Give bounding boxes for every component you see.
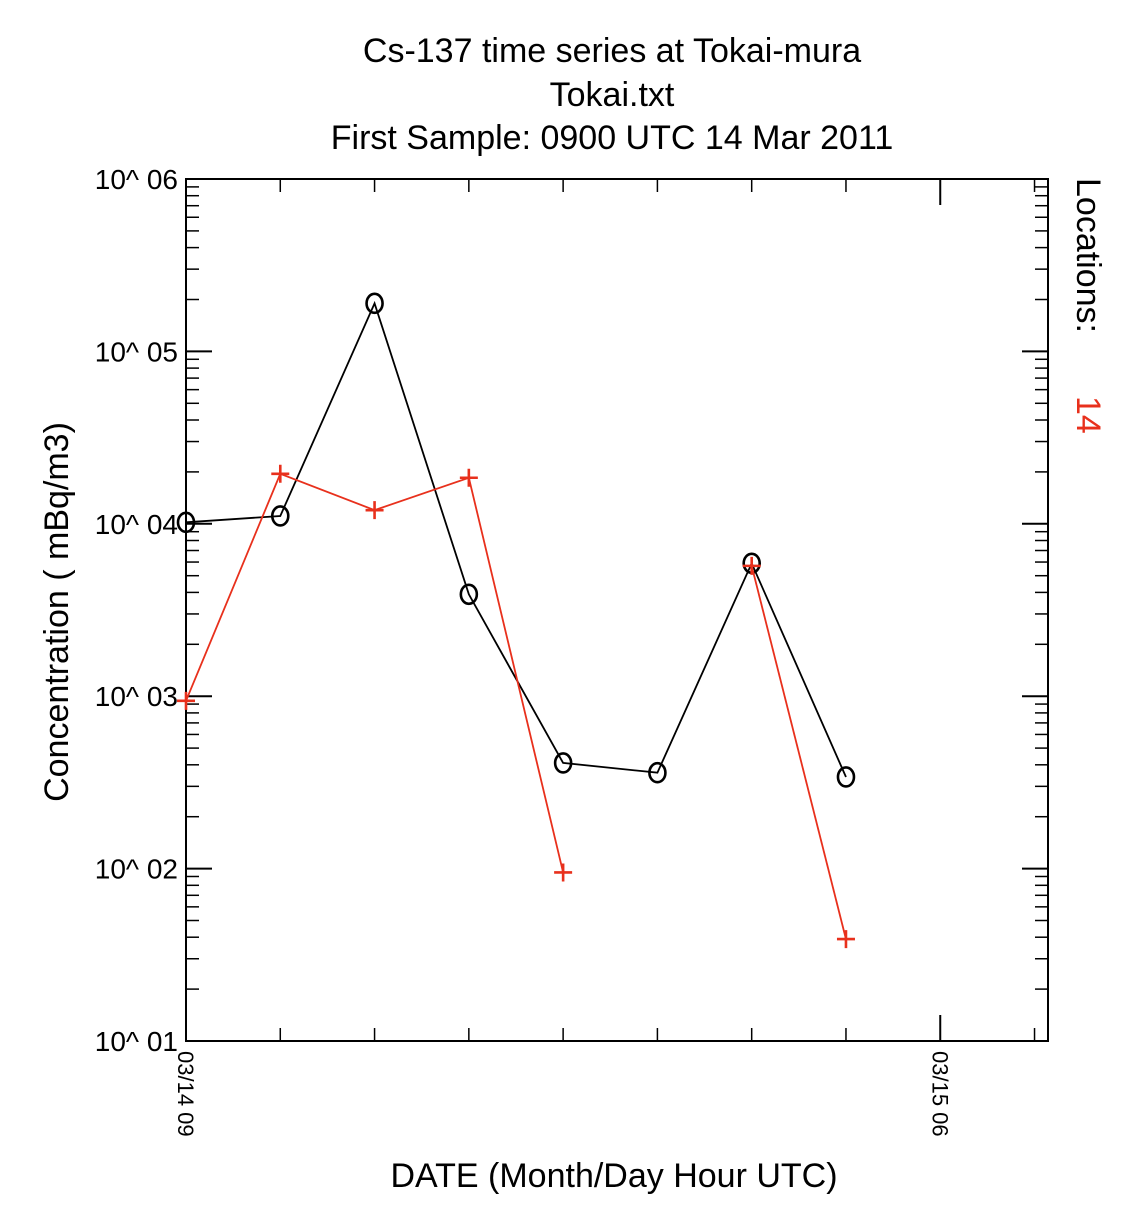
series-1-point [648,761,667,784]
series-2-point [554,863,573,882]
title-line-1: Cs-137 time series at Tokai-mura [363,32,861,70]
series-2-point [271,464,290,483]
series-2-point [836,930,855,949]
series-1-point [176,511,196,534]
series-2-point [459,468,478,487]
title-line-3: First Sample: 0900 UTC 14 Mar 2011 [331,119,894,157]
series-2-point [742,556,761,575]
y-axis-label: Concentration ( mBq/m3) [38,422,76,802]
legend: Locations: 14 [1069,178,1107,434]
y-tick-label: 10^ 01 [95,1026,178,1057]
y-tick-label: 10^ 03 [95,681,178,712]
series-1-point [270,505,290,527]
series-2-line [750,565,847,940]
plot-frame [185,178,1049,1042]
legend-value: 14 [1069,396,1107,434]
series-2 [177,464,855,949]
x-axis-ticks: 03/14 09 03/15 06 [173,179,1036,1137]
x-tick-label: 03/15 06 [927,1051,952,1137]
series-2-line [185,472,565,873]
title-line-2: Tokai.txt [550,76,675,114]
series-1-line [185,300,847,778]
legend-label: Locations: [1069,178,1107,333]
series-layer [176,292,856,949]
series-1-point [553,752,573,774]
series-1-point [836,766,856,788]
y-tick-label: 10^ 04 [95,509,178,540]
series-2-point [365,501,384,520]
series-1-point [459,583,479,606]
x-tick-label: 03/14 09 [173,1051,198,1137]
series-1-point [365,292,384,315]
y-tick-label: 10^ 02 [95,854,178,885]
y-axis-ticks: 10^ 01 10^ 02 10^ 03 10^ 04 10^ 05 10^ 06 [95,164,1048,1057]
x-axis-label: DATE (Month/Day Hour UTC) [390,1157,837,1195]
y-tick-label: 10^ 06 [95,164,178,195]
series-1 [176,292,856,788]
y-tick-label: 10^ 05 [95,336,178,367]
chart-title: Cs-137 time series at Tokai-mura Tokai.t… [331,32,894,157]
series-2-point [177,691,195,710]
